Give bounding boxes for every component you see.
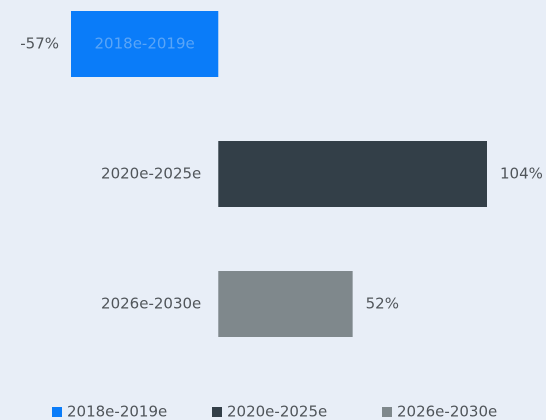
bar	[71, 11, 219, 77]
legend-swatch	[382, 407, 392, 417]
value-label: 104%	[500, 165, 543, 183]
category-label: 2020e-2025e	[101, 165, 201, 183]
legend-swatch	[52, 407, 62, 417]
legend-label: 2018e-2019e	[67, 403, 167, 420]
bar	[218, 271, 353, 337]
bar	[218, 141, 487, 207]
category-label: 2018e-2019e	[95, 35, 195, 53]
value-label: 52%	[366, 295, 399, 313]
category-label: 2026e-2030e	[101, 295, 201, 313]
value-label: -57%	[20, 35, 59, 53]
legend-swatch	[212, 407, 222, 417]
legend-label: 2026e-2030e	[397, 403, 497, 420]
legend-label: 2020e-2025e	[227, 403, 327, 420]
